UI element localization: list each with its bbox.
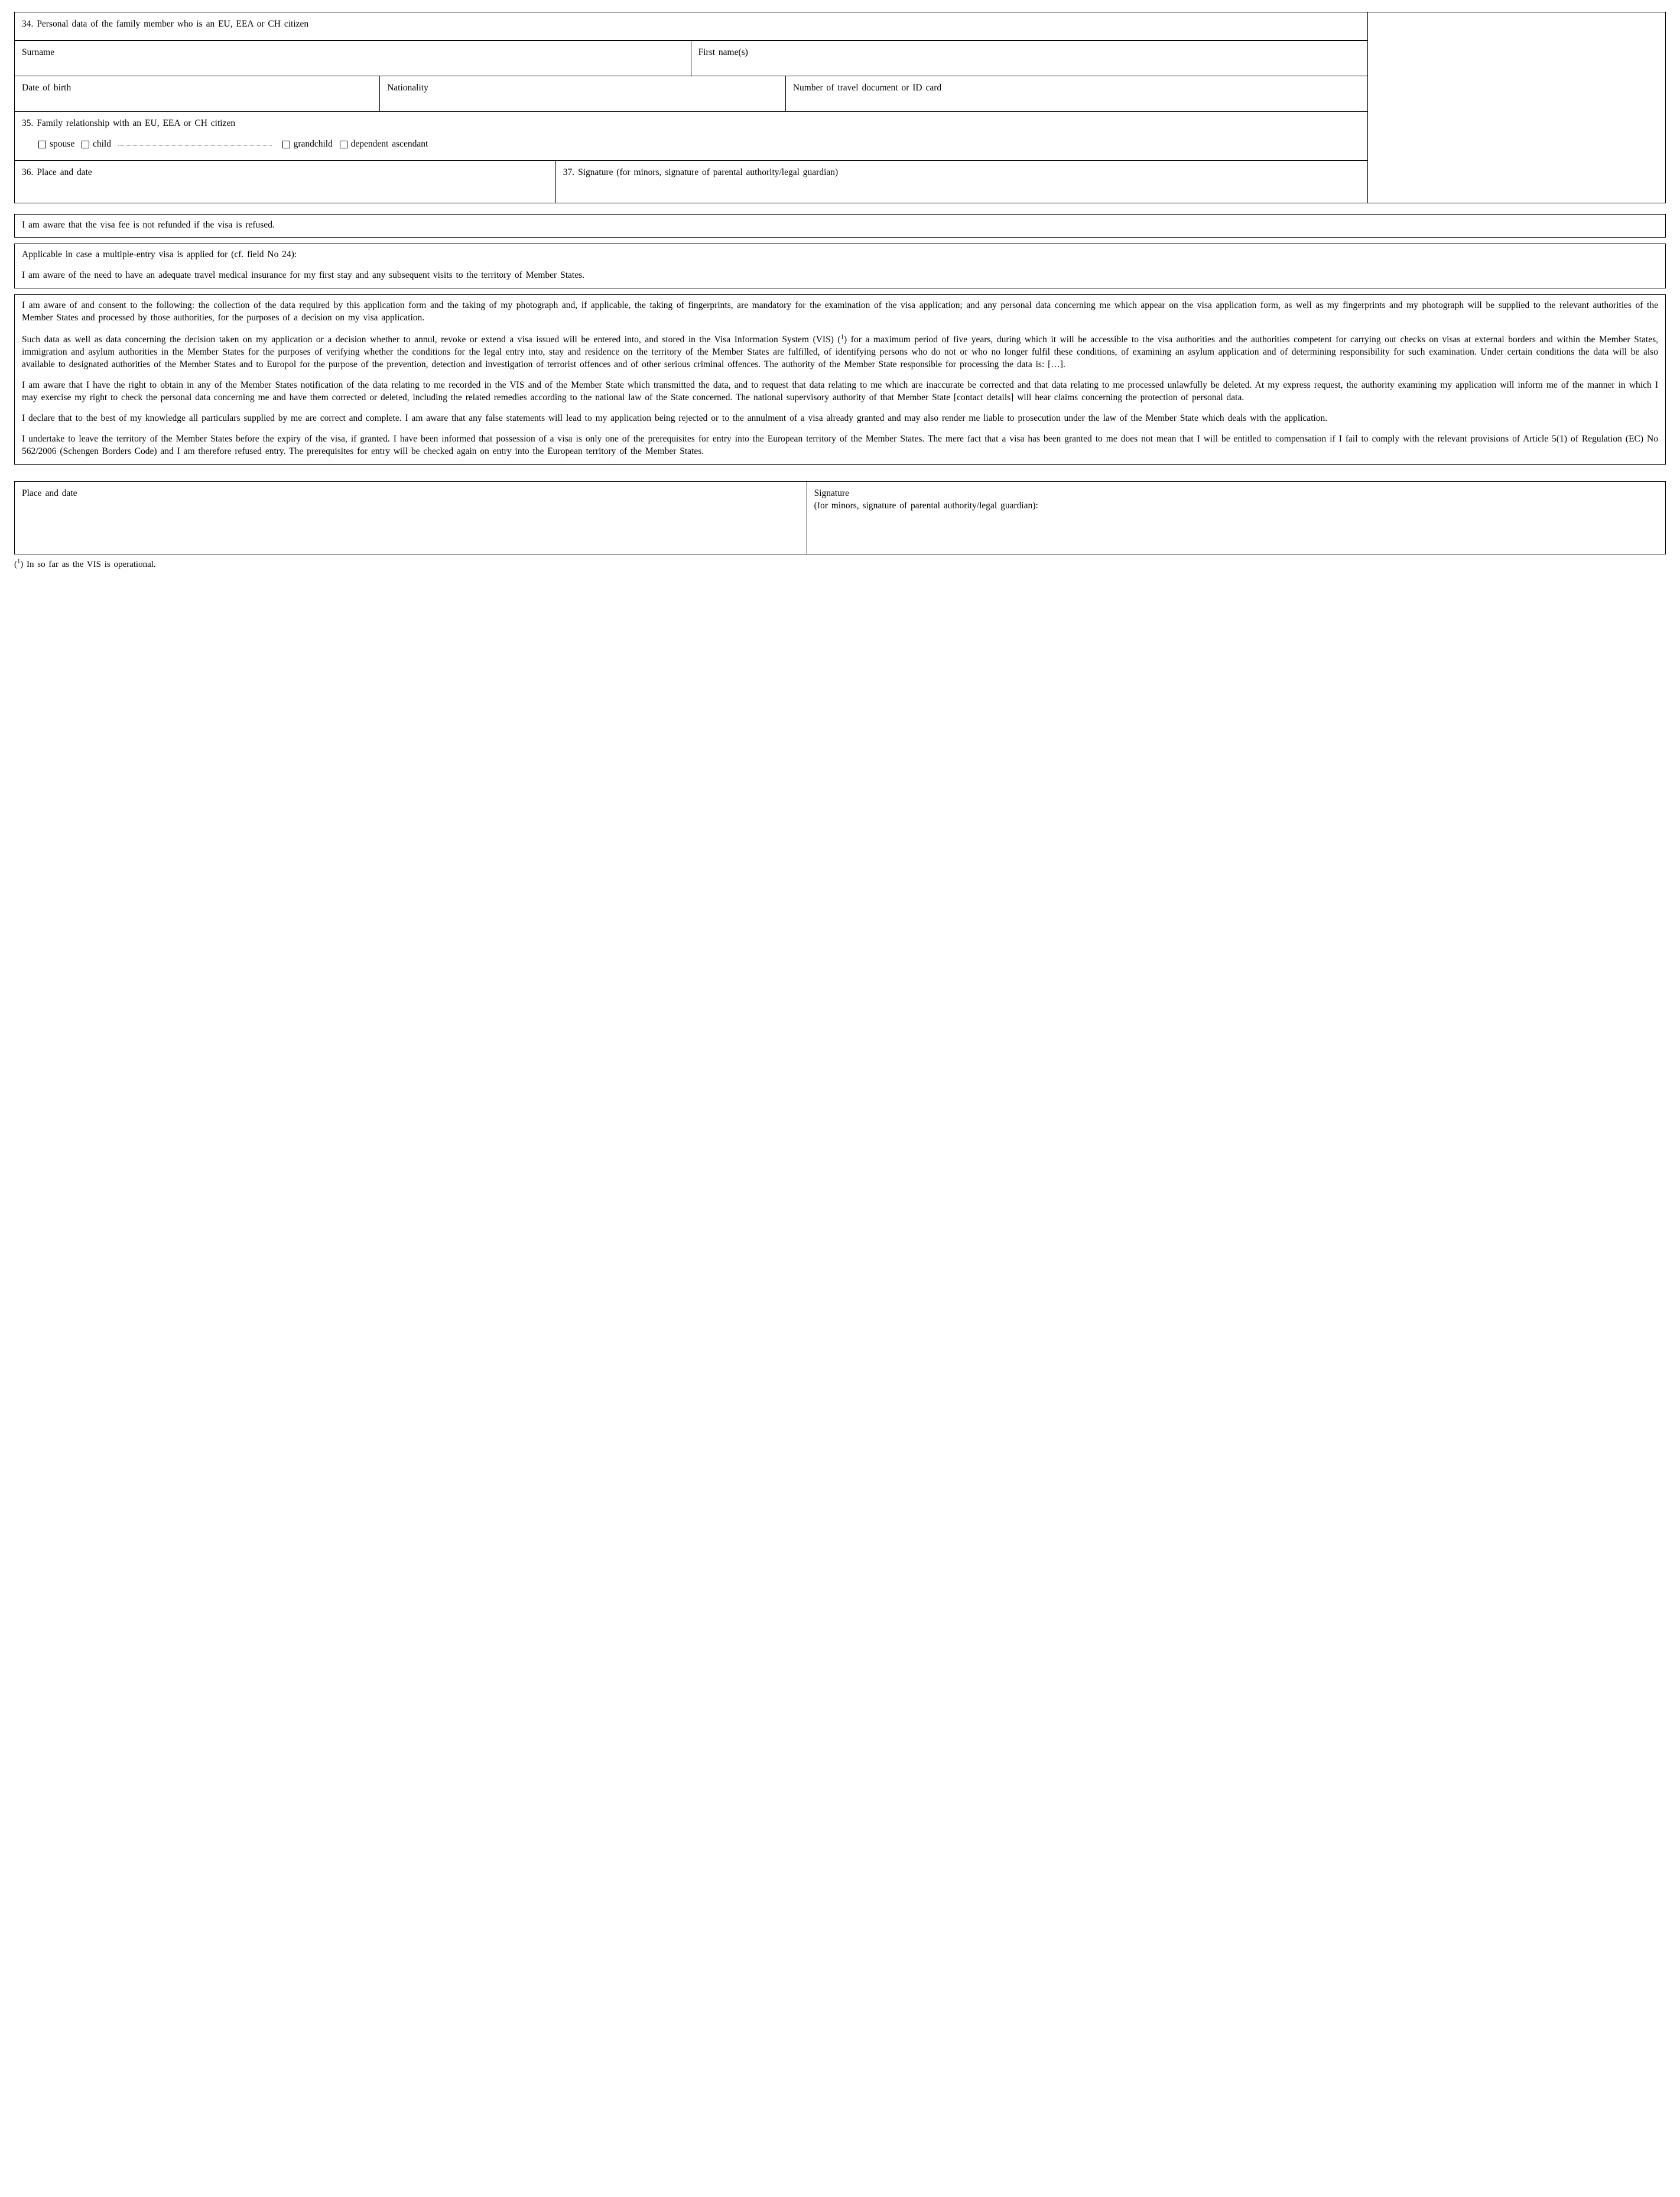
consent-p5: I undertake to leave the territory of th… (22, 433, 1658, 458)
multiple-entry-line1: Applicable in case a multiple-entry visa… (22, 249, 1658, 261)
consent-p2a: Such data as well as data concerning the… (22, 335, 841, 345)
consent-p4: I declare that to the best of my knowled… (22, 413, 1658, 425)
label-place-date: Place and date (22, 488, 77, 498)
checkbox-ascendant[interactable] (340, 141, 347, 148)
footnote: (1) In so far as the VIS is operational. (14, 558, 1666, 570)
field-35-title: 35. Family relationship with an EU, EEA … (22, 118, 235, 128)
opt-child: child (93, 139, 111, 149)
field-35-options: spouse child grandchild dependent ascend… (22, 138, 1360, 151)
consent-p1: I am aware of and consent to the followi… (22, 300, 1658, 324)
label-37: Signature (for minors, signature of pare… (578, 167, 838, 179)
signature-place-date[interactable]: Place and date (15, 482, 807, 554)
row-surname-firstname: Surname First name(s) (15, 41, 1367, 76)
signature-table: Place and date Signature (for minors, si… (14, 481, 1666, 554)
label-nationality: Nationality (387, 83, 428, 93)
cell-36[interactable]: 36. Place and date (15, 161, 556, 203)
cell-travel-doc[interactable]: Number of travel document or ID card (786, 76, 1367, 111)
checkbox-grandchild[interactable] (282, 141, 290, 148)
label-travel-doc: Number of travel document or ID card (793, 83, 941, 93)
row-dob-nat-doc: Date of birth Nationality Number of trav… (15, 76, 1367, 112)
label-signature: Signature (814, 488, 849, 498)
row-36-37: 36. Place and date 37. Signature (for mi… (15, 161, 1367, 203)
consent-box: I am aware of and consent to the followi… (14, 294, 1666, 464)
label-signature-minors: (for minors, signature of parental autho… (814, 501, 1038, 511)
cell-surname[interactable]: Surname (15, 41, 691, 76)
multiple-entry-line2: I am aware of the need to have an adequa… (22, 270, 1658, 282)
cell-nationality[interactable]: Nationality (380, 76, 786, 111)
family-member-section: 34. Personal data of the family member w… (14, 12, 1666, 203)
label-37-num: 37. (563, 167, 574, 179)
label-firstnames: First name(s) (698, 47, 748, 57)
cell-firstnames[interactable]: First name(s) (691, 41, 1368, 76)
field-35: 35. Family relationship with an EU, EEA … (15, 112, 1367, 161)
fee-notice-text: I am aware that the visa fee is not refu… (22, 219, 1658, 232)
multiple-entry-box: Applicable in case a multiple-entry visa… (14, 244, 1666, 288)
cell-dob[interactable]: Date of birth (15, 76, 380, 111)
label-36: 36. Place and date (22, 167, 92, 177)
footnote-post: ) In so far as the VIS is operational. (20, 560, 155, 569)
opt-spouse: spouse (50, 139, 74, 149)
opt-ascendant: dependent ascendant (351, 139, 428, 149)
consent-p3: I am aware that I have the right to obta… (22, 379, 1658, 404)
field-34-header: 34. Personal data of the family member w… (15, 12, 1367, 41)
cell-37[interactable]: 37. Signature (for minors, signature of … (556, 161, 1368, 203)
fee-notice-box: I am aware that the visa fee is not refu… (14, 214, 1666, 238)
checkbox-spouse[interactable] (38, 141, 46, 148)
label-surname: Surname (22, 47, 54, 57)
signature-cell[interactable]: Signature (for minors, signature of pare… (807, 482, 1665, 554)
side-column-blank (1368, 12, 1665, 203)
main-column: 34. Personal data of the family member w… (15, 12, 1368, 203)
checkbox-child[interactable] (82, 141, 89, 148)
consent-p2: Such data as well as data concerning the… (22, 333, 1658, 371)
label-dob: Date of birth (22, 83, 71, 93)
opt-grandchild: grandchild (294, 139, 333, 149)
field-34-title: 34. Personal data of the family member w… (22, 19, 308, 29)
